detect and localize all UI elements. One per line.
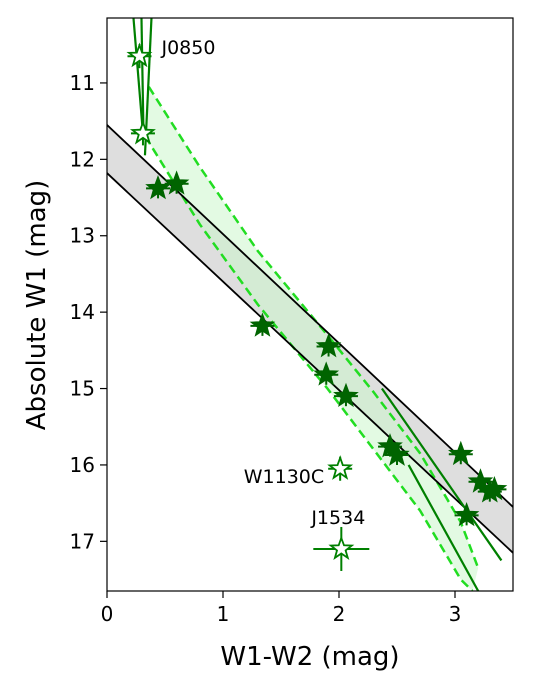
green-line-1: [381, 387, 503, 562]
y-tick-label: 12: [70, 147, 95, 171]
label-j0850: J0850: [160, 37, 215, 59]
filled-star-13: [453, 501, 480, 527]
green-line-2: [407, 464, 480, 591]
filled-star-9: [448, 440, 474, 466]
gray-band-lower-line: [107, 172, 513, 554]
filled-star-10: [467, 468, 494, 493]
y-tick-label: 11: [70, 71, 95, 95]
y-tick-label: 13: [70, 224, 95, 248]
dashed-green-right: [144, 135, 474, 591]
y-tick-label: 15: [70, 377, 95, 401]
filled-star-5: [313, 361, 340, 386]
label-j1534: J1534: [310, 507, 365, 529]
y-axis-label: Absolute W1 (mag): [22, 180, 52, 430]
markers: [126, 42, 508, 571]
point-labels: J0850 W1130C J1534: [160, 37, 365, 529]
open-star-1: [126, 42, 153, 68]
steep-line-3: [140, 18, 145, 134]
dashed-green-left: [147, 86, 480, 569]
y-tick-label: 16: [70, 453, 95, 477]
filled-star-6: [333, 382, 359, 408]
filled-star-2: [163, 170, 190, 195]
x-tick-label: 2: [333, 602, 346, 626]
open-star-4: [328, 535, 355, 561]
open-star-3: [327, 455, 354, 480]
label-w1130c: W1130C: [244, 466, 324, 488]
filled-star-8: [384, 441, 410, 466]
x-tick-label: 1: [217, 602, 230, 626]
steep-line-1: [132, 18, 145, 134]
filled-star-3: [249, 312, 276, 337]
x-tick-label: 0: [101, 602, 114, 626]
filled-star-12: [481, 475, 508, 501]
filled-star-4: [315, 333, 342, 358]
y-tick-label: 14: [70, 300, 95, 324]
y-tick-label: 17: [70, 529, 95, 553]
green-lines: [381, 387, 503, 591]
x-axis-label: W1-W2 (mag): [220, 642, 399, 672]
axes-frame: [106, 17, 514, 592]
open-star-2: [129, 119, 156, 145]
green-band: [145, 86, 479, 591]
x-tick-label: 3: [449, 602, 462, 626]
plot-area: [107, 18, 513, 591]
